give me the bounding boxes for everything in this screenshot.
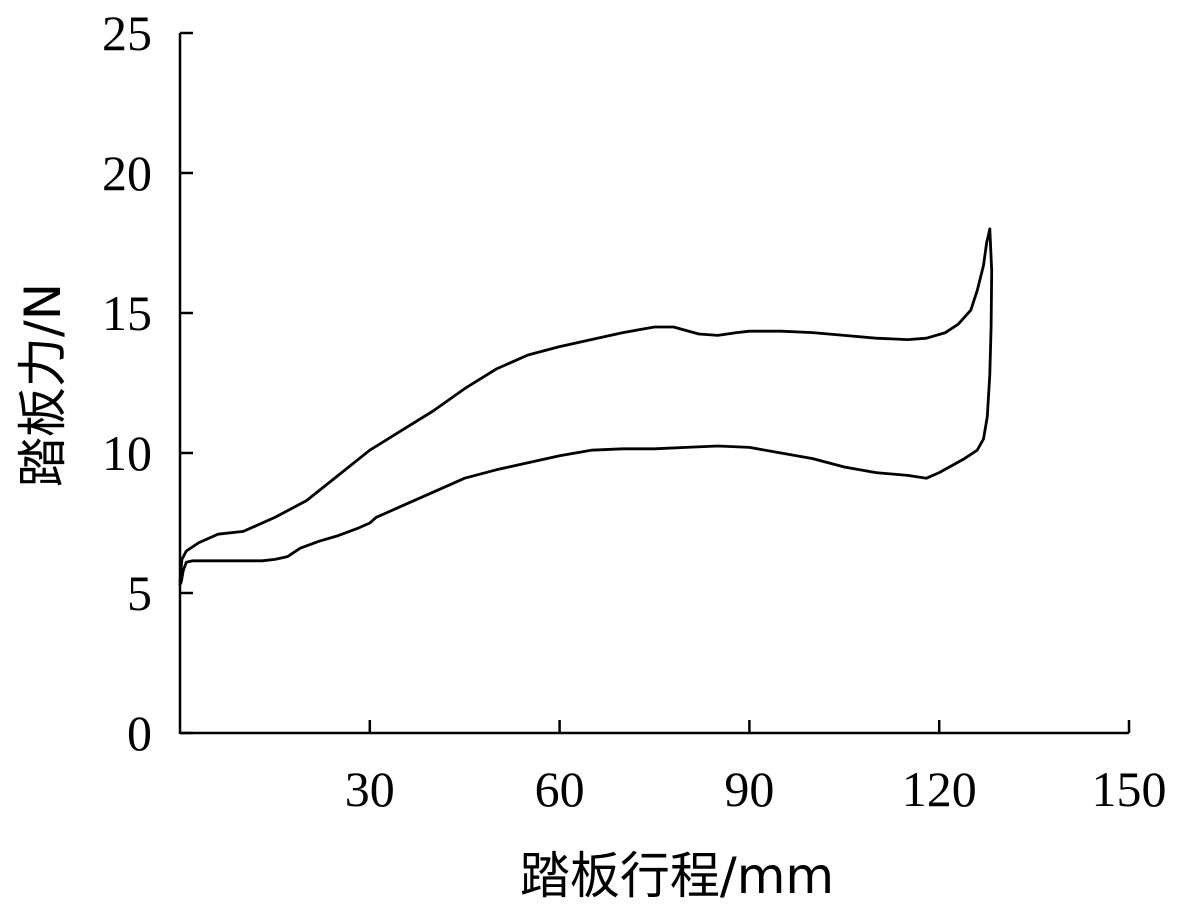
x-tick-label: 90 — [724, 761, 774, 817]
y-tick-label: 10 — [102, 425, 152, 481]
x-tick-label: 150 — [1092, 761, 1167, 817]
y-tick-label: 5 — [127, 565, 152, 621]
x-ticks: 30 60 90 120 150 — [345, 720, 1167, 817]
x-tick-label: 60 — [535, 761, 585, 817]
x-tick-label: 30 — [345, 761, 395, 817]
y-ticks: 0 5 10 15 20 25 — [102, 5, 193, 761]
x-tick-label: 120 — [902, 761, 977, 817]
y-axis-title: 踏板力/N — [14, 283, 72, 487]
axes — [178, 33, 1129, 735]
x-axis-title: 踏板行程/mm — [520, 847, 834, 905]
y-tick-label: 20 — [102, 145, 152, 201]
series-line-2 — [178, 227, 994, 586]
y-tick-label: 15 — [102, 285, 152, 341]
series-group — [178, 227, 994, 586]
series-line-1 — [178, 227, 992, 584]
y-tick-label: 0 — [127, 705, 152, 761]
y-tick-label: 25 — [102, 5, 152, 61]
